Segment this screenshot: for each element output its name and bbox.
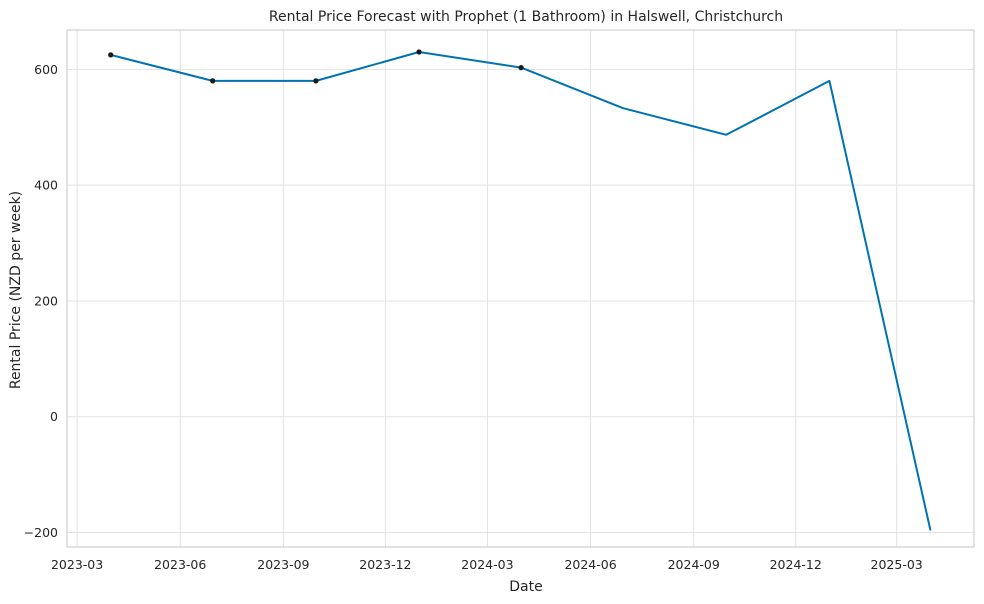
y-tick-label: 0 xyxy=(50,409,58,424)
x-tick-label: 2024-03 xyxy=(461,557,513,572)
x-tick-label: 2023-12 xyxy=(359,557,411,572)
observed-point xyxy=(416,49,422,55)
tick-labels: 2023-03 2023-06 2023-09 2023-12 2024-03 2024-… xyxy=(24,62,923,572)
x-tick-label: 2025-03 xyxy=(871,557,923,572)
x-tick-label: 2024-12 xyxy=(770,557,822,572)
series xyxy=(108,49,932,531)
y-tick-label: 600 xyxy=(34,62,58,77)
x-axis-label: Date xyxy=(509,579,542,595)
observed-point xyxy=(313,78,319,84)
x-tick-label: 2023-06 xyxy=(154,557,206,572)
y-tick-label: −200 xyxy=(24,525,58,540)
plot-frame xyxy=(66,29,975,548)
y-axis-label: Rental Price (NZD per week) xyxy=(8,191,24,389)
y-tick-label: 400 xyxy=(34,178,58,193)
chart-title: Rental Price Forecast with Prophet (1 Ba… xyxy=(269,9,783,25)
observed-point xyxy=(210,78,216,84)
x-tick-label: 2024-09 xyxy=(668,557,720,572)
observed-point xyxy=(108,52,114,58)
x-tick-label: 2024-06 xyxy=(564,557,616,572)
grid xyxy=(67,30,974,547)
y-tick-label: 200 xyxy=(34,293,58,308)
x-tick-label: 2023-09 xyxy=(257,557,309,572)
observed-point xyxy=(518,65,524,71)
forecast-line xyxy=(109,51,932,531)
x-tick-label: 2023-03 xyxy=(51,557,103,572)
